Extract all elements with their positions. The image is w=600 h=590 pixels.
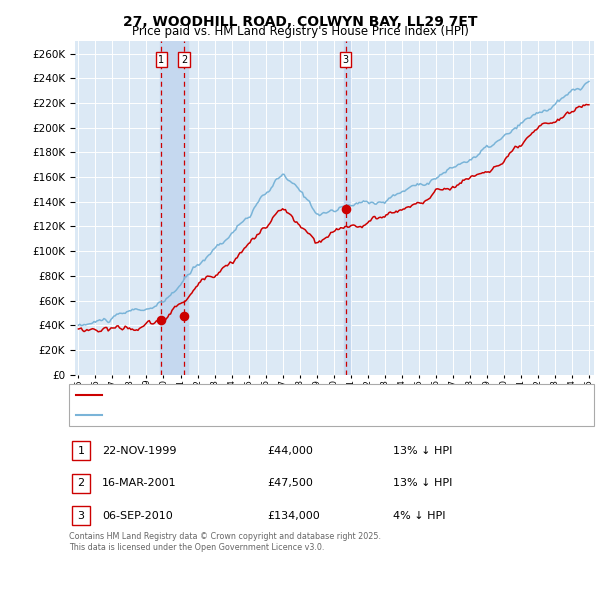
Text: £134,000: £134,000 [267,510,320,520]
Text: 2: 2 [77,478,85,488]
Text: Price paid vs. HM Land Registry's House Price Index (HPI): Price paid vs. HM Land Registry's House … [131,25,469,38]
Text: 27, WOODHILL ROAD, COLWYN BAY, LL29 7ET (semi-detached house): 27, WOODHILL ROAD, COLWYN BAY, LL29 7ET … [105,390,467,400]
Point [341,205,350,214]
Text: 3: 3 [343,55,349,65]
Text: 2: 2 [181,55,187,65]
Text: 22-NOV-1999: 22-NOV-1999 [102,445,176,455]
Text: 1: 1 [77,445,85,455]
Text: 27, WOODHILL ROAD, COLWYN BAY, LL29 7ET: 27, WOODHILL ROAD, COLWYN BAY, LL29 7ET [123,15,477,29]
Text: 16-MAR-2001: 16-MAR-2001 [102,478,176,488]
Text: HPI: Average price, semi-detached house, Conwy: HPI: Average price, semi-detached house,… [105,409,362,419]
Text: 1: 1 [158,55,164,65]
Bar [344,41,350,375]
Text: £44,000: £44,000 [267,445,313,455]
Text: 3: 3 [77,510,85,520]
Text: Contains HM Land Registry data © Crown copyright and database right 2025.
This d: Contains HM Land Registry data © Crown c… [69,532,381,552]
Bar [160,41,188,375]
Text: 13% ↓ HPI: 13% ↓ HPI [393,445,452,455]
Text: 4% ↓ HPI: 4% ↓ HPI [393,510,445,520]
Text: 06-SEP-2010: 06-SEP-2010 [102,510,173,520]
Text: 13% ↓ HPI: 13% ↓ HPI [393,478,452,488]
Text: £47,500: £47,500 [267,478,313,488]
Point [179,312,189,321]
Point [157,316,166,325]
